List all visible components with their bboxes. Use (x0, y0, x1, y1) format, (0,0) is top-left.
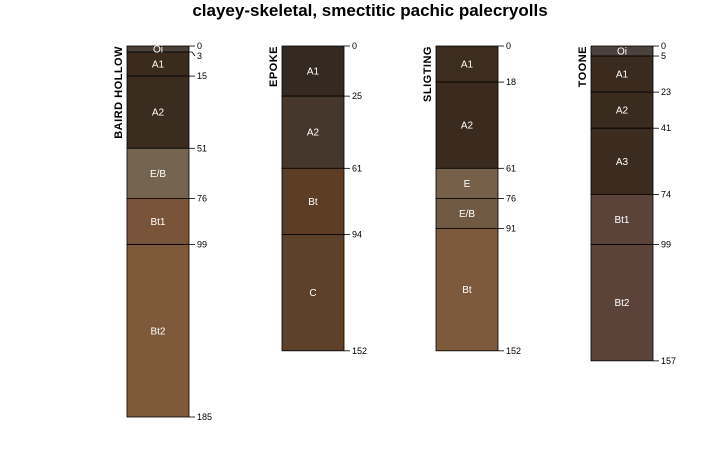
depth-label: 61 (506, 163, 516, 173)
soil-profile: Oi A1 A2 E/B Bt1 Bt2 03 15 51 76 99 185 BAIRD HOLLOW (113, 41, 212, 422)
depth-label: 94 (352, 230, 362, 240)
horizon-block (126, 244, 190, 418)
profile-name: BAIRD HOLLOW (113, 46, 125, 139)
depth-label: 0 (352, 41, 357, 51)
horizon-label: A1 (616, 70, 629, 81)
horizon-label: E/B (150, 169, 166, 180)
depth-tick (189, 51, 196, 57)
horizon-label: Oi (153, 45, 163, 56)
horizon-block (590, 193, 654, 245)
depth-label: 185 (197, 412, 212, 422)
horizon-block (126, 198, 190, 245)
depth-label: 0 (197, 41, 202, 51)
horizon-block (590, 244, 654, 362)
horizon-label: A2 (616, 106, 629, 117)
soil-profile: Oi A1 A2 A3 Bt1 Bt2 05 23 41 74 99 157 TOONE (577, 41, 676, 366)
depth-label: 157 (661, 356, 676, 366)
horizon-block (435, 167, 499, 199)
horizon-label: Bt1 (614, 215, 629, 226)
horizon-block (590, 91, 654, 129)
depth-label: 18 (506, 77, 516, 87)
depth-label: 0 (661, 41, 666, 51)
horizon-label: A2 (461, 121, 474, 132)
profile-name: EPOKE (268, 46, 280, 87)
depth-label: 99 (197, 240, 207, 250)
depth-label: 5 (661, 51, 666, 61)
horizon-label: A1 (461, 60, 474, 71)
depth-label: 76 (197, 193, 207, 203)
horizon-block (590, 55, 654, 93)
depth-label: 76 (506, 193, 516, 203)
depth-label: 23 (661, 87, 671, 97)
horizon-block (281, 234, 345, 352)
horizon-label: Bt (462, 285, 472, 296)
depth-label: 74 (661, 189, 671, 199)
horizon-label: E (464, 179, 471, 190)
horizon-block (281, 167, 345, 235)
depth-label: 25 (352, 91, 362, 101)
horizon-label: Oi (617, 47, 627, 58)
depth-label: 41 (661, 123, 671, 133)
horizon-label: A1 (152, 60, 165, 71)
depth-label: 91 (506, 223, 516, 233)
depth-label: 51 (197, 143, 207, 153)
profile-name: SLIGTING (422, 46, 434, 102)
horizon-label: A2 (152, 108, 165, 119)
horizon-label: C (309, 288, 316, 299)
horizon-block (435, 198, 499, 229)
depth-label: 152 (352, 346, 367, 356)
horizon-block (590, 127, 654, 195)
horizon-block (435, 45, 499, 83)
horizon-block (435, 228, 499, 352)
horizon-label: A3 (616, 157, 629, 168)
horizon-block (126, 51, 190, 77)
horizon-label: E/B (459, 209, 475, 220)
horizon-block (126, 147, 190, 199)
horizon-label: Bt1 (150, 217, 165, 228)
horizon-label: A2 (307, 128, 320, 139)
horizon-label: Bt2 (614, 298, 629, 309)
depth-label: 15 (197, 71, 207, 81)
horizon-label: Bt2 (150, 326, 165, 337)
horizon-label: Bt (308, 197, 318, 208)
chart-title: clayey-skeletal, smectitic pachic palecr… (192, 1, 547, 20)
depth-label: 99 (661, 240, 671, 250)
depth-label: 152 (506, 346, 521, 356)
depth-label: 0 (506, 41, 511, 51)
horizon-label: A1 (307, 67, 320, 78)
depth-label: 61 (352, 163, 362, 173)
soil-profile: A1 A2 Bt C 0 25 61 94 152 EPOKE (268, 41, 367, 356)
soil-profile: A1 A2 E E/B Bt 0 18 61 76 91 152 SLIGTING (422, 41, 521, 356)
profile-name: TOONE (577, 46, 589, 87)
depth-label: 3 (197, 51, 202, 61)
